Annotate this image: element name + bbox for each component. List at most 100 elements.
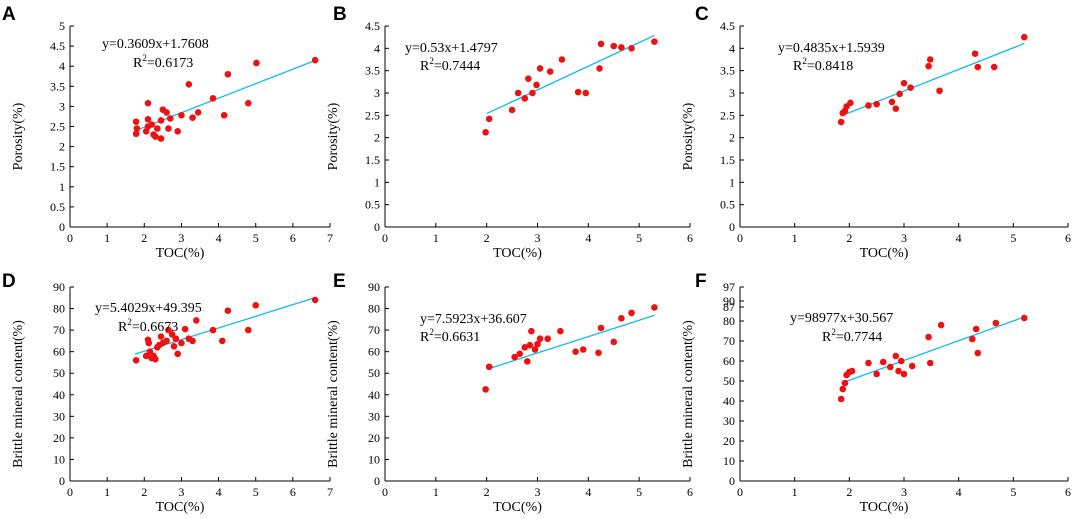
regression-equation: y=5.4029x+49.395 [95, 301, 202, 316]
data-point [172, 335, 180, 343]
y-tick-label: 2.5 [50, 120, 65, 134]
x-tick-label: 3 [535, 231, 541, 245]
data-point [133, 125, 141, 132]
panel-d: D0 1 2 3 4 5 6 70102030405060708090TOC(%)Brittl… [2, 271, 333, 515]
x-tick-label: 2 [484, 485, 490, 499]
data-point [873, 370, 880, 378]
y-tick-label: 50 [723, 374, 735, 388]
data-point [311, 296, 319, 304]
data-point [572, 348, 579, 355]
data-point [224, 307, 232, 315]
y-tick-label: 40 [723, 394, 735, 408]
data-point [152, 133, 159, 140]
y-tick-label: 4 [729, 41, 735, 55]
data-point [528, 327, 535, 335]
x-axis-label: TOC(%) [860, 246, 909, 261]
y-tick-label: 10 [368, 452, 380, 466]
x-tick-label: 2 [846, 231, 852, 245]
data-point [153, 125, 161, 132]
data-point [529, 89, 536, 97]
data-point [174, 128, 182, 135]
data-point [971, 50, 979, 57]
data-point [900, 79, 908, 87]
data-point [157, 117, 165, 124]
x-tick-label: 4 [216, 485, 222, 499]
data-point [253, 59, 260, 67]
data-point [311, 56, 319, 64]
x-tick-label: 2 [141, 485, 147, 499]
data-point [841, 379, 849, 387]
data-point [879, 358, 887, 366]
y-tick-label: 4 [374, 41, 380, 55]
x-tick-label: 3 [178, 231, 184, 245]
data-point [534, 340, 541, 348]
data-point [516, 350, 524, 358]
x-tick-label: 1 [104, 485, 110, 499]
x-tick-label: 0 [737, 485, 743, 499]
y-axis-label: Brittle mineral content(%) [681, 320, 696, 468]
data-point [220, 111, 228, 119]
data-point [969, 335, 976, 343]
y-tick-label: 0 [729, 474, 735, 488]
data-point [574, 88, 582, 96]
x-tick-label: 0 [737, 231, 743, 245]
data-point [925, 62, 932, 70]
y-tick-label: 1 [59, 180, 65, 194]
panel-letter: E [333, 271, 346, 292]
data-point [189, 337, 196, 345]
data-point [244, 326, 252, 334]
x-tick-label: 6 [687, 231, 693, 245]
data-point [990, 63, 998, 71]
data-point [536, 335, 544, 343]
data-point [485, 363, 493, 371]
x-tick-label: 1 [792, 231, 798, 245]
data-point [148, 121, 156, 128]
x-tick-label: 3 [535, 485, 541, 499]
data-point [252, 302, 260, 309]
x-tick-label: 3 [901, 485, 907, 499]
x-tick-label: 4 [216, 231, 222, 245]
y-tick-label: 2.5 [365, 108, 380, 122]
x-tick-label: 6 [290, 231, 296, 245]
regression-equation: y=7.5923x+36.607 [420, 312, 527, 327]
y-tick-label: 0.5 [50, 200, 65, 214]
data-point [888, 98, 896, 106]
data-point [508, 106, 516, 114]
data-point [597, 324, 605, 332]
data-point [524, 358, 531, 365]
data-point [610, 338, 618, 346]
data-point [546, 68, 554, 75]
y-tick-label: 40 [368, 388, 380, 402]
data-point [628, 309, 635, 317]
x-tick-label: 2 [484, 231, 490, 245]
x-axis-label: TOC(%) [493, 246, 542, 261]
data-point [974, 349, 982, 357]
data-point [224, 70, 232, 78]
x-tick-label: 1 [433, 485, 439, 499]
y-tick-label: 30 [723, 414, 735, 428]
y-tick-label: 90 [53, 280, 65, 294]
data-point [926, 359, 934, 367]
regression-equation: y=0.3609x+1.7608 [102, 37, 209, 52]
data-point [837, 395, 845, 403]
data-point [839, 385, 847, 393]
x-tick-label: 4 [585, 231, 591, 245]
x-tick-label: 6 [687, 485, 693, 499]
data-point [181, 325, 189, 333]
data-point [582, 89, 590, 97]
y-tick-label: 1 [729, 175, 735, 189]
data-point [170, 342, 178, 350]
data-point [482, 386, 489, 393]
data-point [892, 352, 900, 360]
data-point [209, 95, 217, 102]
data-point [146, 348, 154, 355]
data-point [908, 362, 916, 370]
y-tick-label: 0 [59, 474, 65, 488]
x-tick-label: 0 [67, 485, 73, 499]
regression-equation: y=0.4835x+1.5939 [778, 41, 885, 56]
data-point [485, 115, 493, 123]
y-tick-label: 20 [723, 434, 735, 448]
data-point [926, 56, 934, 63]
data-point [514, 89, 522, 97]
data-point [144, 115, 152, 123]
